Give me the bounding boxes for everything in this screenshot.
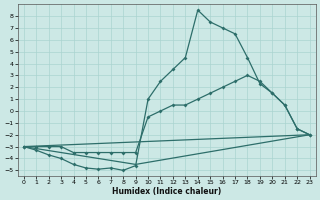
X-axis label: Humidex (Indice chaleur): Humidex (Indice chaleur): [112, 187, 221, 196]
